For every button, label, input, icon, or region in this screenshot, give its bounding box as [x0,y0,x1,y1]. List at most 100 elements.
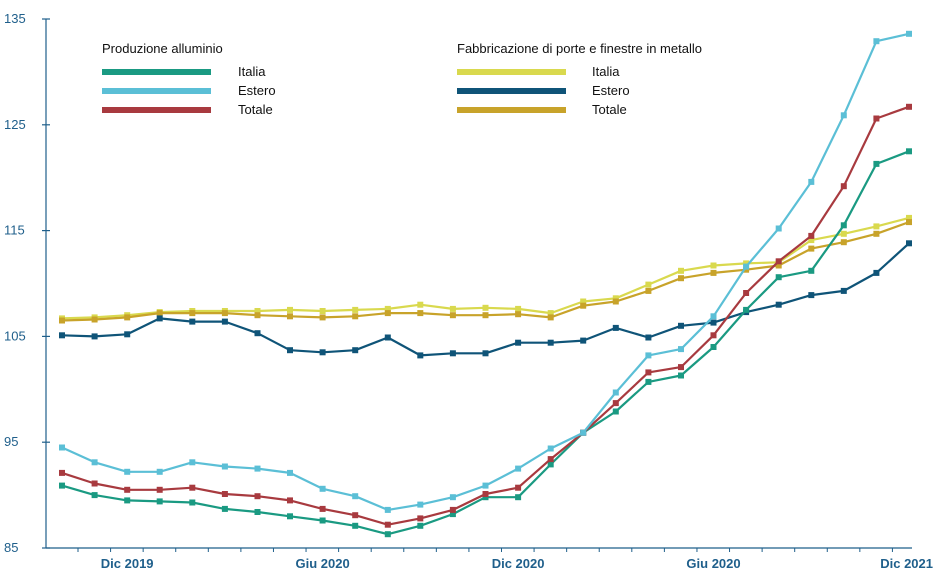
data-point [710,269,717,276]
data-point [91,459,98,466]
data-point [287,513,293,520]
x-tick-label: Dic 2021 [880,556,933,571]
data-point [352,493,359,500]
data-point [156,315,163,322]
data-point [873,115,880,122]
data-point [612,295,619,302]
y-tick-label: 105 [4,328,26,343]
data-point [482,491,489,497]
data-point [612,400,619,407]
data-point [710,332,717,339]
data-point [710,344,717,350]
x-tick-label: Giu 2020 [686,556,740,571]
data-point [906,30,912,37]
data-point [645,287,652,294]
data-point [254,330,261,337]
data-point [352,522,359,529]
data-point [417,310,424,317]
data-point [580,429,587,436]
data-point [743,260,750,267]
data-point [840,183,847,190]
data-point [710,262,717,269]
data-point [906,219,912,226]
data-point [59,332,65,339]
data-point [91,492,98,499]
data-point [743,306,750,313]
series-4-estero [59,240,912,359]
data-point [287,497,293,504]
data-point [482,494,489,501]
data-point [482,312,489,319]
data-point [808,232,815,239]
data-point [873,223,880,230]
data-point [59,317,65,324]
data-point [547,456,554,463]
data-point [91,480,98,487]
data-point [221,491,228,497]
data-point [59,444,65,451]
data-point [189,459,196,466]
data-point [547,461,554,468]
data-point [840,287,847,294]
legend-group-title-aluminium: Produzione alluminio [102,41,223,56]
data-point [221,463,228,470]
data-point [156,498,163,505]
data-point [482,482,489,489]
data-point [254,465,261,472]
data-point [352,306,359,313]
y-tick-label: 135 [4,11,26,26]
data-point [515,465,522,472]
y-tick-label: 95 [4,434,18,449]
data-point [873,38,880,45]
data-point [808,245,815,252]
data-point [645,334,652,341]
data-point [417,522,424,529]
data-point [775,258,782,265]
legend-label: Estero [238,83,276,98]
data-point [254,509,261,515]
data-point [515,311,522,318]
data-point [254,312,261,319]
data-point [645,352,652,359]
data-point [384,521,391,528]
data-point [678,267,684,274]
data-point [840,239,847,246]
data-point [189,499,196,506]
data-point [873,230,880,237]
data-point [547,445,554,452]
data-point [384,310,391,317]
series-lines [59,30,912,538]
data-point [580,337,587,344]
data-point [906,214,912,221]
data-point [645,369,652,376]
x-tick-label: Giu 2020 [296,556,350,571]
data-point [319,485,326,492]
series-0-italia [59,148,912,538]
data-point [449,506,456,513]
data-point [710,319,717,326]
data-point [319,314,326,321]
data-point [417,515,424,522]
axes: 85 95 105 115 125 135 Dic 2019 Giu 2020 Dic 2020… [4,11,933,571]
data-point [515,305,522,312]
data-point [743,290,750,296]
data-point [124,497,131,504]
data-point [547,314,554,321]
data-point [449,494,456,501]
data-point [417,301,424,308]
legend-label: Totale [238,102,273,117]
data-point [221,505,228,512]
data-point [645,378,652,385]
data-point [254,493,261,500]
data-point [254,308,261,314]
data-point [417,352,424,359]
series-line [61,150,910,536]
data-point [352,512,359,519]
data-point [417,501,424,508]
data-point [840,222,847,229]
data-point [287,347,293,354]
data-point [873,269,880,276]
data-point [287,469,293,476]
data-point [775,301,782,308]
